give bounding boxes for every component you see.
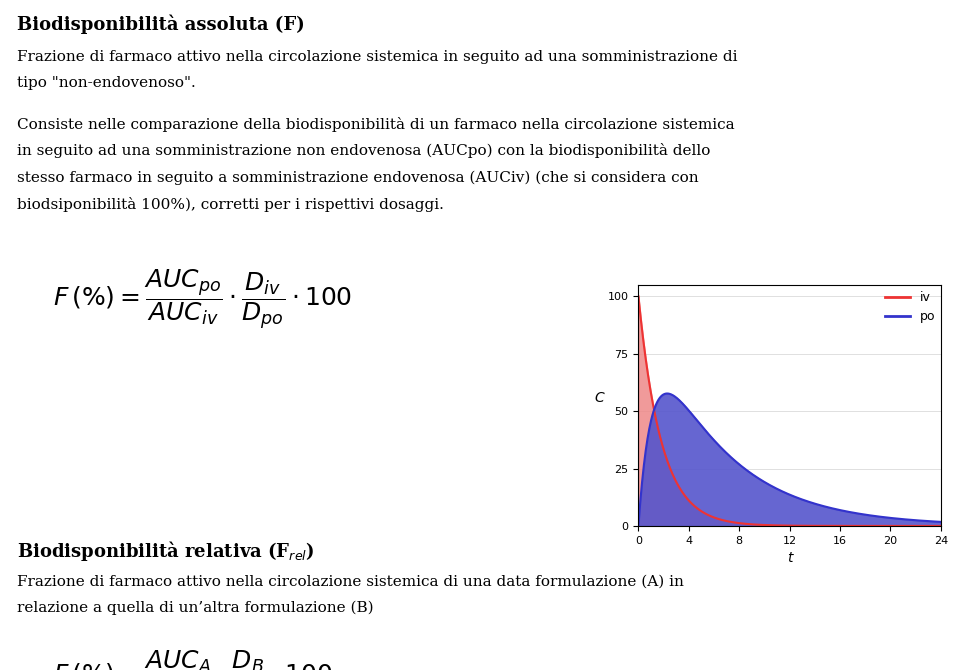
Text: $F\,(\%) = \dfrac{AUC_{po}}{AUC_{iv}} \cdot \dfrac{D_{iv}}{D_{po}} \cdot 100$: $F\,(\%) = \dfrac{AUC_{po}}{AUC_{iv}} \c… [53, 268, 352, 332]
Text: biodsiponibilità 100%), corretti per i rispettivi dosaggi.: biodsiponibilità 100%), corretti per i r… [17, 197, 444, 212]
Text: Consiste nelle comparazione della biodisponibilità di un farmaco nella circolazi: Consiste nelle comparazione della biodis… [17, 117, 735, 131]
Text: relazione a quella di un’altra formulazione (B): relazione a quella di un’altra formulazi… [17, 601, 373, 615]
Text: Frazione di farmaco attivo nella circolazione sistemica di una data formulazione: Frazione di farmaco attivo nella circola… [17, 574, 684, 588]
Text: Biodisponibilità relativa (F$_{rel}$): Biodisponibilità relativa (F$_{rel}$) [17, 539, 315, 563]
Text: stesso farmaco in seguito a somministrazione endovenosa (AUCiv) (che si consider: stesso farmaco in seguito a somministraz… [17, 170, 699, 184]
Legend: iv, po: iv, po [880, 286, 941, 328]
Text: Biodisponibilità assoluta (F): Biodisponibilità assoluta (F) [17, 15, 305, 34]
Text: $F\,(\%) = \dfrac{AUC_{A}}{AUC_{B}} \cdot \dfrac{D_{B}}{D_{A}} \cdot 100$: $F\,(\%) = \dfrac{AUC_{A}}{AUC_{B}} \cdo… [53, 649, 332, 670]
Y-axis label: C: C [594, 391, 604, 405]
Text: Frazione di farmaco attivo nella circolazione sistemica in seguito ad una sommin: Frazione di farmaco attivo nella circola… [17, 50, 738, 64]
Text: tipo "non-endovenoso".: tipo "non-endovenoso". [17, 76, 196, 90]
Text: in seguito ad una somministrazione non endovenosa (AUCpo) con la biodisponibilit: in seguito ad una somministrazione non e… [17, 143, 710, 158]
X-axis label: t: t [787, 551, 792, 565]
